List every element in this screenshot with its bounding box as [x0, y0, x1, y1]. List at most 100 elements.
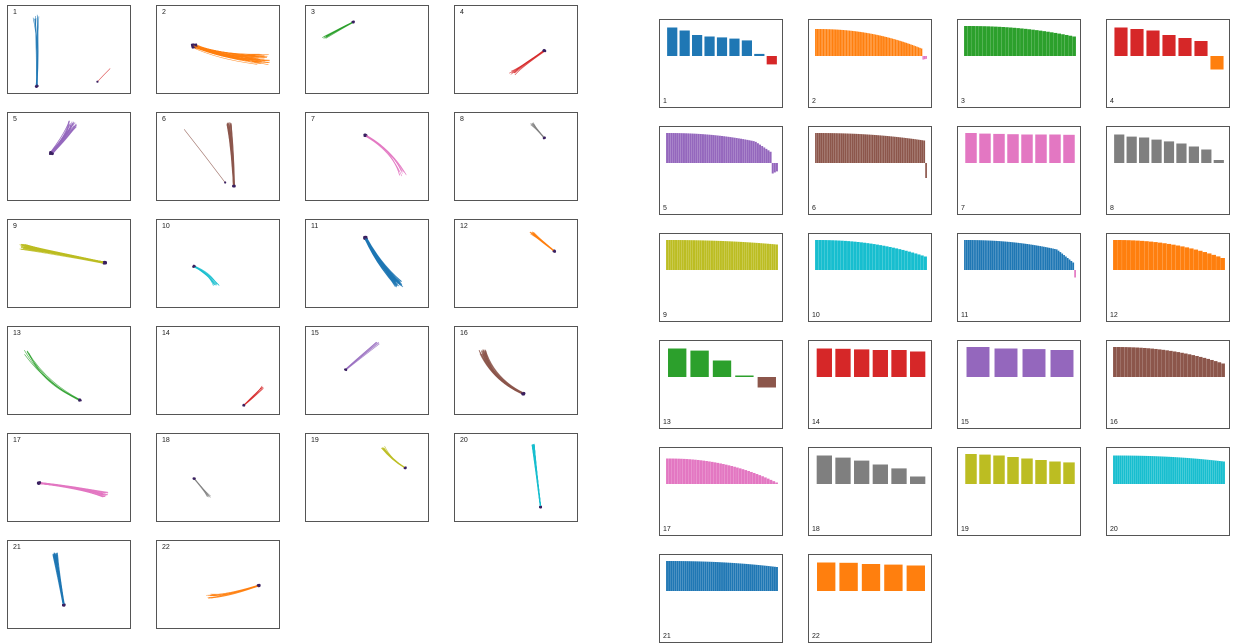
bar — [1171, 245, 1175, 270]
trajectory-line — [365, 136, 400, 176]
bar — [855, 134, 857, 163]
bar — [1214, 361, 1218, 377]
trajectory-panel-20: 20 — [454, 433, 578, 522]
bar — [672, 459, 675, 484]
bar — [1049, 248, 1051, 270]
bar — [853, 31, 854, 56]
bar — [1113, 456, 1115, 485]
bar — [731, 563, 733, 591]
bar — [1061, 254, 1063, 270]
bar — [1027, 244, 1029, 270]
bar — [1042, 31, 1046, 56]
bar — [1061, 34, 1065, 56]
trajectory-line — [345, 342, 376, 369]
bar — [756, 243, 758, 270]
bar — [817, 563, 835, 592]
bar — [1139, 138, 1149, 164]
bar — [1127, 137, 1137, 163]
bar — [1188, 458, 1190, 484]
bar — [1169, 351, 1173, 377]
bar — [873, 465, 888, 485]
bar-panel-20: 20 — [1106, 447, 1230, 536]
bar — [691, 134, 693, 163]
bar — [903, 42, 904, 56]
panel-number: 18 — [812, 526, 820, 533]
bar — [852, 31, 853, 56]
trajectory-line — [366, 135, 404, 173]
bar — [887, 136, 889, 163]
bar — [832, 133, 834, 163]
bar — [743, 564, 745, 591]
trajectory-endpoint — [63, 604, 65, 606]
trajectory-panel-4: 4 — [454, 5, 578, 94]
bar — [733, 242, 735, 270]
bar — [1160, 456, 1162, 484]
trajectory-plot — [8, 6, 131, 94]
bar — [736, 242, 738, 270]
bar — [1020, 28, 1024, 56]
bar — [840, 30, 841, 56]
trajectory-line — [56, 555, 64, 606]
bar — [1212, 255, 1216, 270]
bar — [858, 32, 859, 56]
bar — [835, 29, 836, 56]
panel-number: 3 — [961, 98, 965, 105]
bar-panel-3: 3 — [957, 19, 1081, 108]
bar — [754, 54, 764, 56]
bar — [1152, 456, 1154, 484]
trajectory-line — [484, 354, 523, 395]
bar — [997, 241, 999, 270]
bar — [908, 252, 911, 270]
bar — [878, 35, 879, 56]
bar — [844, 241, 847, 270]
bar — [1030, 245, 1032, 270]
bar — [739, 563, 741, 591]
trajectory-line — [194, 479, 208, 497]
bar — [837, 30, 838, 56]
bar — [1201, 459, 1203, 484]
bar — [768, 566, 770, 591]
bar — [765, 244, 767, 270]
bar — [720, 241, 722, 270]
trajectory-plot — [8, 113, 131, 201]
bar — [818, 29, 819, 56]
bar — [1054, 33, 1058, 56]
bar — [748, 564, 750, 591]
trajectory-panel-2: 2 — [156, 5, 280, 94]
trajectory-endpoint — [364, 135, 366, 137]
bar — [815, 240, 818, 270]
bar — [1221, 461, 1223, 484]
bar — [1072, 37, 1076, 57]
bar — [912, 45, 913, 56]
bar-panel-4: 4 — [1106, 19, 1230, 108]
bar — [918, 140, 920, 163]
trajectory-plot — [306, 6, 429, 94]
trajectory-plot — [455, 6, 578, 94]
bar — [706, 134, 708, 163]
bar — [760, 565, 762, 591]
bar — [756, 565, 758, 591]
trajectory-plot — [455, 113, 578, 201]
bar — [723, 136, 725, 163]
trajectory-line — [485, 352, 524, 394]
bar — [666, 240, 668, 270]
trajectory-endpoint — [352, 21, 354, 23]
bar — [709, 562, 711, 591]
bar — [893, 39, 894, 56]
bar — [764, 566, 766, 591]
bar — [1130, 29, 1143, 56]
bar — [1012, 242, 1014, 270]
bar — [1050, 248, 1052, 270]
bar — [1147, 348, 1151, 377]
bar-panel-22: 22 — [808, 554, 932, 643]
bar — [1041, 246, 1043, 270]
bar-plot — [1107, 448, 1230, 536]
trajectory-panel-5: 5 — [7, 112, 131, 201]
bar — [693, 561, 695, 591]
bar — [1028, 244, 1030, 270]
trajectory-panel-15: 15 — [305, 326, 429, 415]
bar — [1133, 456, 1135, 484]
bar — [1021, 459, 1032, 485]
bar — [1056, 249, 1058, 270]
bar — [1015, 243, 1017, 270]
